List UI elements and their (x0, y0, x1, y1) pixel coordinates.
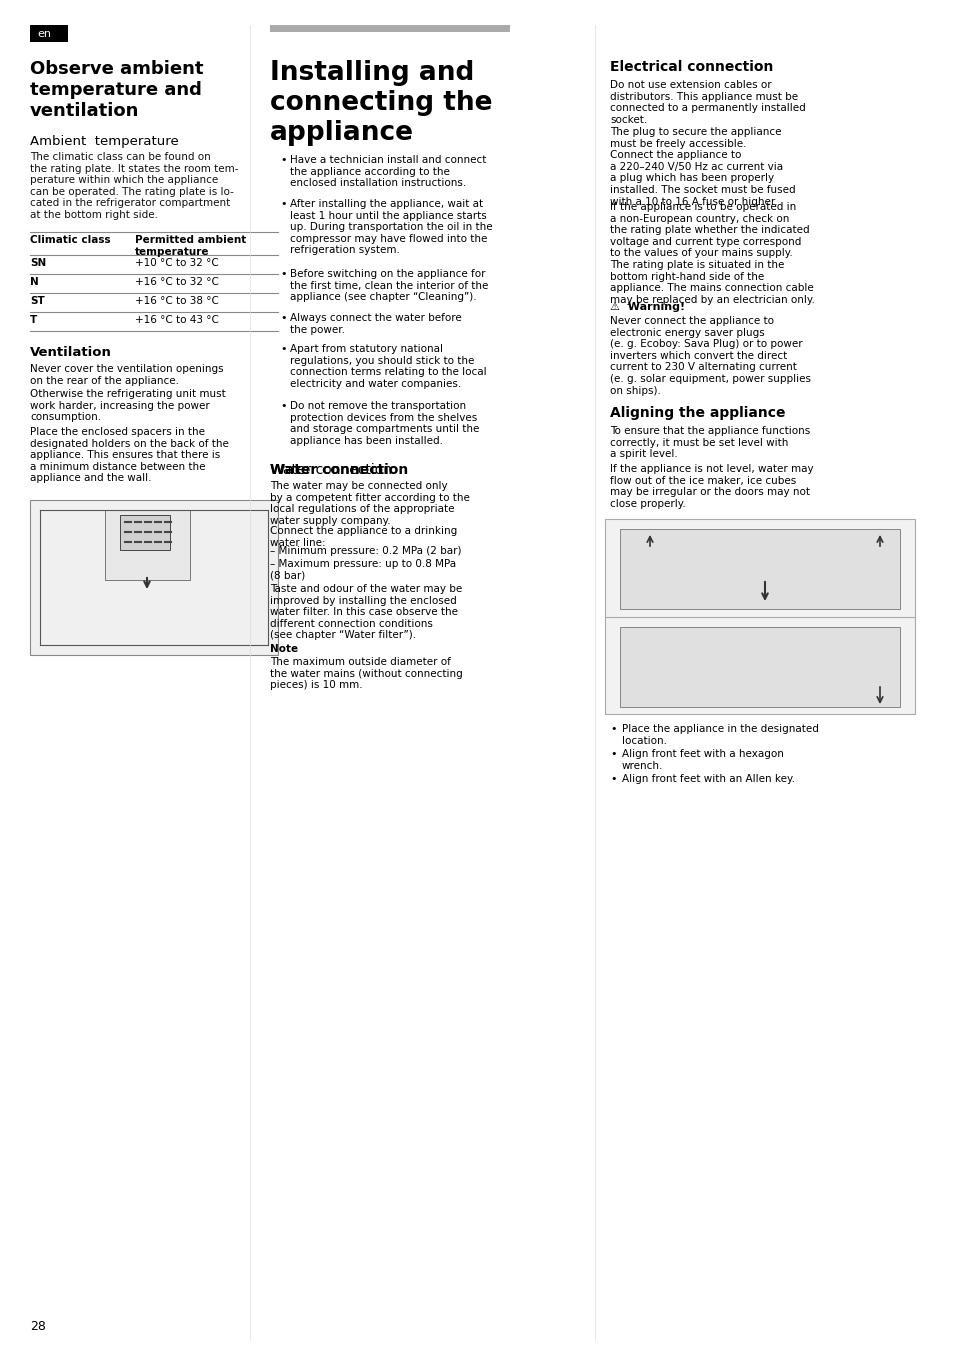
Text: – Minimum pressure: 0.2 MPa (2 bar): – Minimum pressure: 0.2 MPa (2 bar) (270, 545, 461, 556)
Text: SN: SN (30, 258, 46, 269)
Text: N: N (30, 277, 39, 288)
Text: •: • (280, 344, 286, 354)
Text: Never cover the ventilation openings
on the rear of the appliance.: Never cover the ventilation openings on … (30, 364, 223, 386)
Text: Installing and
connecting the
appliance: Installing and connecting the appliance (270, 59, 492, 146)
Text: +16 °C to 32 °C: +16 °C to 32 °C (135, 277, 218, 288)
FancyBboxPatch shape (105, 510, 190, 580)
Text: ⚠  Warning!: ⚠ Warning! (609, 302, 684, 312)
Text: Water connection: Water connection (270, 463, 392, 477)
Text: •: • (280, 155, 286, 165)
Text: Climatic class: Climatic class (30, 235, 111, 244)
FancyBboxPatch shape (30, 26, 68, 42)
Text: The plug to secure the appliance
must be freely accessible.
Connect the applianc: The plug to secure the appliance must be… (609, 127, 795, 207)
FancyBboxPatch shape (30, 500, 277, 655)
Text: Aligning the appliance: Aligning the appliance (609, 406, 784, 420)
Text: ST: ST (30, 296, 45, 306)
Text: T: T (30, 315, 37, 325)
FancyBboxPatch shape (604, 518, 914, 714)
Text: Never connect the appliance to
electronic energy saver plugs
(e. g. Ecoboy: Sava: Never connect the appliance to electroni… (609, 316, 810, 396)
Text: •: • (609, 724, 616, 734)
Text: •: • (609, 774, 616, 784)
Text: •: • (280, 269, 286, 279)
Text: Water connection: Water connection (270, 463, 408, 477)
Text: – Maximum pressure: up to 0.8 MPa
(8 bar): – Maximum pressure: up to 0.8 MPa (8 bar… (270, 559, 456, 580)
Text: +16 °C to 43 °C: +16 °C to 43 °C (135, 315, 218, 325)
Text: The maximum outside diameter of
the water mains (without connecting
pieces) is 1: The maximum outside diameter of the wate… (270, 657, 462, 690)
Text: Align front feet with a hexagon
wrench.: Align front feet with a hexagon wrench. (621, 749, 783, 771)
FancyBboxPatch shape (619, 626, 899, 707)
Text: 28: 28 (30, 1320, 46, 1332)
Text: •: • (609, 749, 616, 759)
FancyBboxPatch shape (619, 529, 899, 609)
Text: If the appliance is not level, water may
flow out of the ice maker, ice cubes
ma: If the appliance is not level, water may… (609, 464, 813, 509)
Text: Permitted ambient
temperature: Permitted ambient temperature (135, 235, 246, 256)
FancyBboxPatch shape (120, 514, 170, 549)
Text: +10 °C to 32 °C: +10 °C to 32 °C (135, 258, 218, 269)
Text: Note: Note (270, 644, 297, 653)
Text: •: • (280, 401, 286, 410)
Text: Ventilation: Ventilation (30, 346, 112, 359)
Text: +16 °C to 38 °C: +16 °C to 38 °C (135, 296, 218, 306)
Text: To ensure that the appliance functions
correctly, it must be set level with
a sp: To ensure that the appliance functions c… (609, 427, 809, 459)
Text: If the appliance is to be operated in
a non-European country, check on
the ratin: If the appliance is to be operated in a … (609, 202, 814, 305)
FancyBboxPatch shape (604, 298, 914, 397)
Text: Otherwise the refrigerating unit must
work harder, increasing the power
consumpt: Otherwise the refrigerating unit must wo… (30, 389, 226, 423)
Text: Connect the appliance to a drinking
water line:: Connect the appliance to a drinking wate… (270, 526, 456, 548)
Text: •: • (280, 313, 286, 323)
Text: The water may be connected only
by a competent fitter according to the
local reg: The water may be connected only by a com… (270, 481, 470, 525)
Text: Taste and odour of the water may be
improved by installing the enclosed
water fi: Taste and odour of the water may be impr… (270, 585, 462, 640)
Text: Ambient  temperature: Ambient temperature (30, 135, 178, 148)
Text: Before switching on the appliance for
the first time, clean the interior of the
: Before switching on the appliance for th… (290, 269, 488, 302)
Text: Do not remove the transportation
protection devices from the shelves
and storage: Do not remove the transportation protect… (290, 401, 478, 446)
Text: After installing the appliance, wait at
least 1 hour until the appliance starts
: After installing the appliance, wait at … (290, 198, 492, 255)
Text: •: • (280, 198, 286, 209)
Text: Do not use extension cables or
distributors. This appliance must be
connected to: Do not use extension cables or distribut… (609, 80, 805, 124)
Text: Always connect the water before
the power.: Always connect the water before the powe… (290, 313, 461, 335)
Text: Observe ambient
temperature and
ventilation: Observe ambient temperature and ventilat… (30, 59, 203, 120)
Text: Place the appliance in the designated
location.: Place the appliance in the designated lo… (621, 724, 818, 745)
Text: Apart from statutory national
regulations, you should stick to the
connection te: Apart from statutory national regulation… (290, 344, 486, 389)
Text: en: en (37, 28, 51, 39)
FancyBboxPatch shape (270, 26, 510, 32)
Text: Place the enclosed spacers in the
designated holders on the back of the
applianc: Place the enclosed spacers in the design… (30, 427, 229, 483)
Text: Electrical connection: Electrical connection (609, 59, 773, 74)
Text: The climatic class can be found on
the rating plate. It states the room tem-
per: The climatic class can be found on the r… (30, 153, 238, 220)
Text: Align front feet with an Allen key.: Align front feet with an Allen key. (621, 774, 794, 784)
Text: Have a technician install and connect
the appliance according to the
enclosed in: Have a technician install and connect th… (290, 155, 486, 188)
